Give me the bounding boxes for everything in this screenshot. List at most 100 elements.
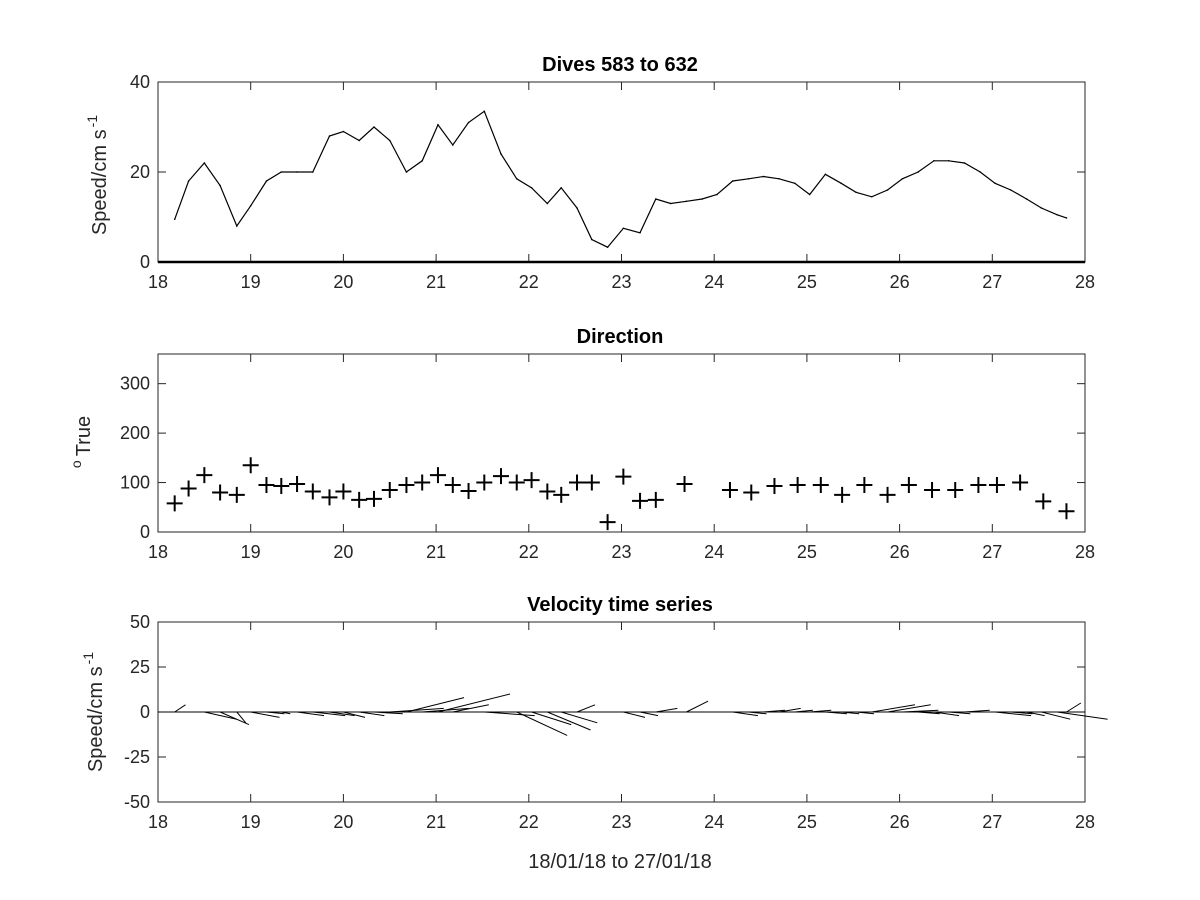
velocity-stick	[452, 704, 489, 713]
direction-marker	[414, 474, 431, 491]
speed-point	[639, 231, 641, 234]
speed-point	[917, 171, 919, 173]
velocity-stick	[809, 709, 832, 713]
velocity-stick	[995, 711, 1032, 717]
x-tick-label: 28	[1075, 812, 1095, 832]
velocity-stick	[794, 709, 813, 713]
speed-point	[1010, 189, 1012, 191]
velocity-stick	[933, 711, 960, 717]
velocity-stick	[918, 711, 940, 715]
y-tick-label: 0	[140, 522, 150, 542]
speed-point	[312, 171, 314, 173]
speed-point	[606, 246, 609, 248]
speed-point	[886, 189, 889, 191]
y-tick-label: -50	[124, 792, 150, 812]
speed-point	[1065, 217, 1068, 219]
speed-point	[622, 227, 625, 230]
speed-point	[1056, 213, 1058, 216]
direction-marker	[900, 477, 917, 494]
y-tick-label: 200	[120, 423, 150, 443]
velocity-stick	[825, 711, 848, 715]
x-tick-label: 25	[797, 542, 817, 562]
x-tick-label: 26	[890, 812, 910, 832]
x-tick-label: 23	[611, 272, 631, 292]
panel-1: 18 19 20 21 22 23 24 25 26 27 28 0 20 40	[130, 72, 1095, 292]
speed-point	[500, 153, 502, 155]
direction-marker	[615, 468, 632, 485]
speed-point	[437, 123, 439, 126]
direction-marker	[289, 476, 306, 493]
velocity-stick	[779, 707, 801, 713]
y-tick-label: 20	[130, 162, 150, 182]
velocity-stick	[174, 704, 186, 713]
direction-marker	[743, 484, 760, 501]
velocity-stick	[1057, 711, 1108, 720]
direction-marker	[508, 474, 525, 491]
velocity-stick	[623, 711, 646, 718]
velocity-stick	[359, 711, 385, 717]
x-tick-label: 27	[982, 812, 1002, 832]
direction-marker	[970, 477, 987, 494]
speed-point	[388, 139, 391, 142]
velocity-stick	[250, 711, 280, 718]
x-tick-label: 21	[426, 542, 446, 562]
y-tick-label: 50	[130, 612, 150, 632]
y-tick-label: 0	[140, 702, 150, 722]
panel3-ylabel: Speed/cm s-1	[80, 652, 107, 772]
direction-marker	[398, 477, 415, 494]
x-tick-label: 20	[333, 272, 353, 292]
x-tick-label: 19	[241, 812, 261, 832]
panel1-ylabel: Speed/cm s-1	[84, 115, 111, 235]
direction-marker	[228, 486, 245, 503]
x-tick-label: 18	[148, 812, 168, 832]
velocity-stick	[948, 711, 971, 715]
speed-point	[701, 198, 703, 200]
velocity-stick	[655, 707, 678, 713]
speed-point	[824, 173, 827, 176]
y-tick-label: -25	[124, 747, 150, 767]
speed-point	[328, 135, 331, 137]
y-tick-label: 100	[120, 473, 150, 493]
direction-marker	[242, 457, 259, 474]
x-tick-label: 26	[890, 272, 910, 292]
velocity-stick	[437, 693, 511, 713]
panel3-xlabel: 18/01/18 to 27/01/18	[528, 851, 712, 873]
direction-marker	[381, 481, 398, 498]
speed-point	[947, 159, 950, 162]
direction-marker	[721, 481, 738, 498]
x-tick-label: 22	[519, 542, 539, 562]
panel3-title: Velocity time series	[527, 594, 713, 616]
speed-point	[358, 139, 360, 142]
velocity-stick	[576, 704, 596, 713]
y-tick-label: 25	[130, 657, 150, 677]
velocity-stick	[266, 711, 285, 715]
x-tick-label: 28	[1075, 272, 1095, 292]
speed-point	[467, 121, 470, 124]
speed-point	[342, 130, 345, 133]
speed-point	[979, 171, 982, 173]
direction-marker	[879, 486, 896, 503]
direction-marker	[460, 482, 477, 499]
speed-point	[265, 180, 268, 182]
speed-point	[451, 144, 454, 146]
speed-point	[994, 182, 996, 185]
velocity-stick	[531, 711, 572, 726]
speed-point	[173, 218, 176, 221]
velocity-stick	[887, 704, 931, 713]
velocity-stick	[639, 711, 659, 717]
speed-point	[187, 180, 190, 182]
x-tick-label: 25	[797, 812, 817, 832]
panel2-title: Direction	[577, 326, 664, 348]
velocity-stick	[1041, 711, 1071, 720]
x-tick-label: 26	[890, 542, 910, 562]
speed-point	[546, 202, 549, 205]
direction-marker	[632, 492, 649, 509]
direction-marker	[789, 477, 806, 494]
speed-point	[654, 198, 657, 200]
x-tick-label: 22	[519, 812, 539, 832]
velocity-stick	[763, 709, 785, 713]
velocity-stick	[296, 711, 325, 717]
velocity-stick	[1010, 711, 1033, 715]
